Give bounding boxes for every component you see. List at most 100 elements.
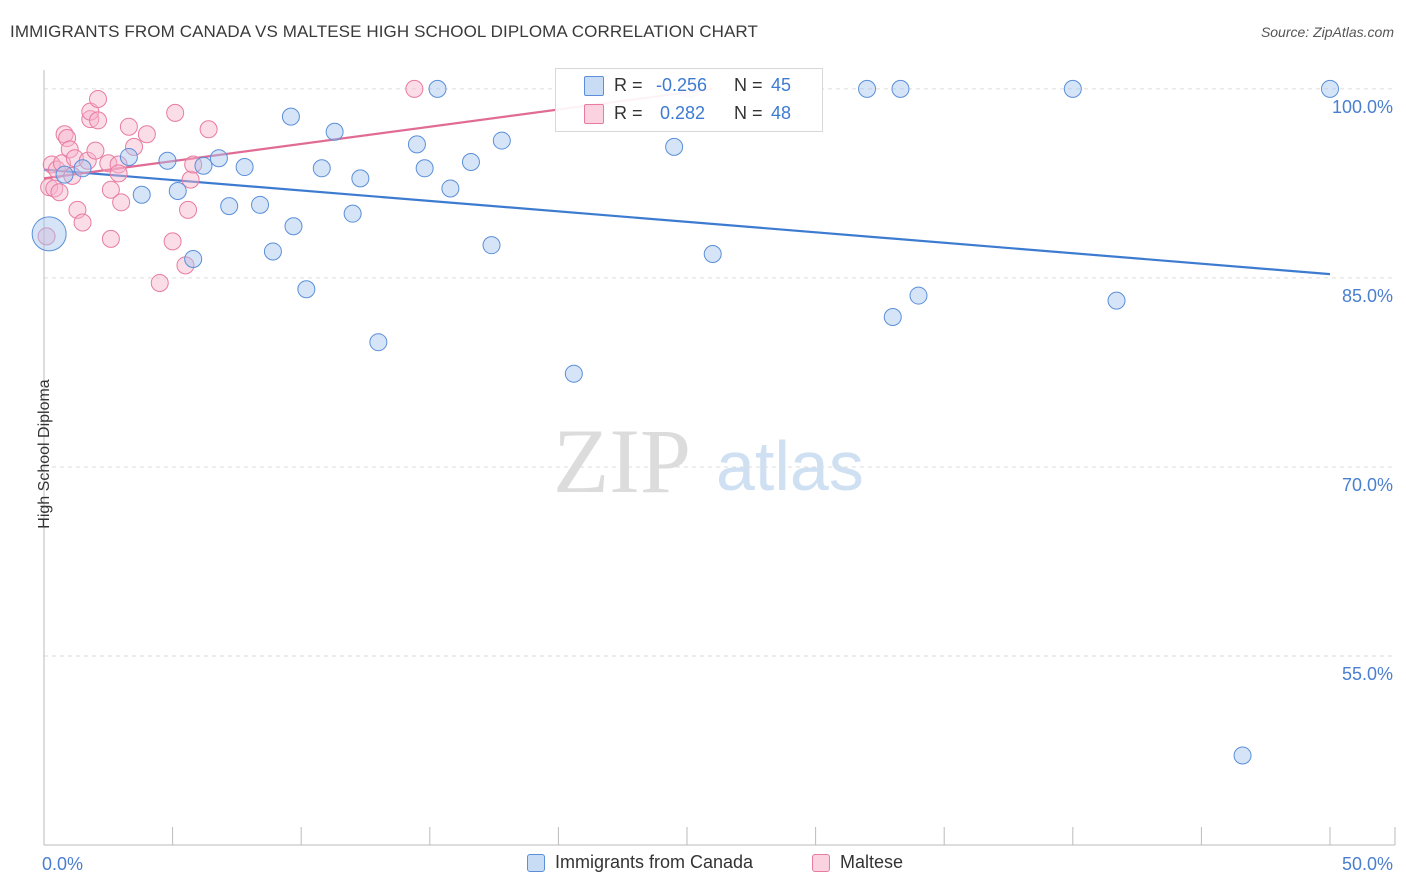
point-maltese bbox=[150, 273, 169, 292]
y-axis-label: High School Diploma bbox=[36, 379, 53, 529]
chart-title: IMMIGRANTS FROM CANADA VS MALTESE HIGH S… bbox=[10, 22, 758, 41]
point-canada bbox=[441, 179, 460, 198]
y-tick-label: 100.0% bbox=[1332, 97, 1393, 117]
point-canada bbox=[55, 165, 74, 184]
point-maltese bbox=[109, 164, 128, 183]
point-canada bbox=[1063, 79, 1082, 98]
point-maltese bbox=[63, 166, 82, 185]
source-label: Source: ZipAtlas.com bbox=[1260, 24, 1394, 40]
watermark: ZIP atlas bbox=[553, 410, 864, 512]
point-canada bbox=[492, 131, 511, 150]
point-canada bbox=[132, 185, 151, 204]
x-tick-label: 50.0% bbox=[1342, 854, 1393, 874]
legend-swatch-canada bbox=[527, 853, 545, 872]
point-canada bbox=[858, 79, 877, 98]
point-maltese bbox=[179, 200, 198, 219]
point-canada bbox=[297, 280, 316, 299]
legend-label-canada: Immigrants from Canada bbox=[555, 852, 754, 872]
point-canada bbox=[312, 159, 331, 178]
point-canada bbox=[703, 244, 722, 263]
watermark-zip: ZIP bbox=[553, 410, 691, 512]
canada-n-value: 45 bbox=[771, 75, 792, 95]
y-tick-label: 55.0% bbox=[1342, 664, 1393, 684]
point-canada bbox=[343, 204, 362, 223]
point-canada bbox=[31, 216, 67, 252]
point-maltese bbox=[137, 125, 156, 144]
x-tick-label: 0.0% bbox=[42, 854, 83, 874]
canada-r-value: -0.256 bbox=[656, 75, 708, 95]
stats-legend: R = -0.256 N = 45 R = 0.282 N = 48 bbox=[555, 68, 823, 132]
point-maltese bbox=[89, 111, 108, 130]
point-maltese bbox=[89, 89, 108, 108]
point-canada bbox=[1321, 79, 1339, 98]
point-canada bbox=[665, 137, 684, 156]
point-maltese bbox=[86, 141, 105, 160]
point-canada bbox=[1233, 746, 1252, 765]
point-canada bbox=[220, 197, 239, 216]
point-canada bbox=[184, 250, 203, 269]
legend-item-canada[interactable]: Immigrants from Canada bbox=[527, 852, 753, 873]
point-maltese bbox=[101, 180, 120, 199]
maltese-r-label: R = bbox=[614, 103, 643, 123]
legend-item-maltese[interactable]: Maltese bbox=[812, 852, 903, 873]
point-canada bbox=[251, 195, 270, 214]
point-maltese bbox=[166, 103, 185, 122]
point-canada bbox=[407, 135, 426, 154]
canada-swatch bbox=[584, 76, 604, 96]
point-canada bbox=[883, 307, 902, 326]
y-tick-labels: 55.0% 70.0% 85.0% 100.0% bbox=[1332, 97, 1393, 684]
canada-n-label: N = bbox=[734, 75, 763, 95]
point-canada bbox=[482, 236, 501, 255]
point-canada bbox=[325, 122, 344, 141]
point-maltese bbox=[58, 129, 77, 148]
point-maltese bbox=[119, 117, 138, 136]
x-tick-labels: 0.0% 50.0% bbox=[42, 854, 1393, 874]
point-canada bbox=[415, 159, 434, 178]
canada-r-label: R = bbox=[614, 75, 643, 95]
point-maltese bbox=[73, 213, 92, 232]
point-maltese bbox=[112, 193, 131, 212]
point-canada bbox=[194, 156, 213, 175]
stats-row-maltese: R = 0.282 N = 48 bbox=[556, 101, 822, 127]
point-maltese bbox=[181, 170, 200, 189]
maltese-r-value: 0.282 bbox=[660, 103, 706, 123]
point-canada bbox=[209, 149, 228, 168]
point-canada bbox=[461, 152, 480, 171]
point-canada bbox=[369, 333, 388, 352]
series-legend: Immigrants from Canada Maltese bbox=[0, 852, 1406, 878]
point-canada bbox=[168, 181, 187, 200]
point-canada bbox=[1107, 291, 1126, 310]
y-tick-label: 85.0% bbox=[1342, 286, 1393, 306]
point-canada bbox=[351, 169, 370, 188]
point-maltese bbox=[50, 183, 69, 202]
y-tick-label: 70.0% bbox=[1342, 475, 1393, 495]
maltese-n-label: N = bbox=[734, 103, 763, 123]
point-canada bbox=[909, 286, 928, 305]
point-maltese bbox=[81, 110, 100, 129]
point-maltese bbox=[405, 79, 424, 98]
trend-line-canada bbox=[43, 168, 1331, 276]
point-maltese bbox=[199, 120, 218, 139]
point-maltese bbox=[125, 137, 144, 156]
watermark-atlas: atlas bbox=[716, 427, 864, 505]
legend-label-maltese: Maltese bbox=[840, 852, 904, 872]
maltese-swatch bbox=[584, 104, 604, 124]
point-canada bbox=[281, 107, 300, 126]
point-canada bbox=[263, 242, 282, 261]
point-canada bbox=[891, 79, 910, 98]
point-canada bbox=[428, 79, 447, 98]
axes bbox=[43, 70, 1396, 846]
maltese-n-value: 48 bbox=[771, 103, 792, 123]
point-maltese bbox=[37, 227, 56, 246]
stats-row-canada: R = -0.256 N = 45 bbox=[556, 73, 822, 99]
point-maltese bbox=[60, 140, 79, 159]
point-maltese bbox=[163, 232, 182, 251]
legend-swatch-maltese bbox=[812, 853, 830, 872]
point-canada bbox=[158, 151, 177, 170]
point-canada bbox=[235, 158, 254, 177]
point-canada bbox=[119, 147, 138, 166]
point-maltese bbox=[101, 229, 120, 248]
point-canada bbox=[564, 364, 583, 383]
point-canada bbox=[284, 217, 303, 236]
